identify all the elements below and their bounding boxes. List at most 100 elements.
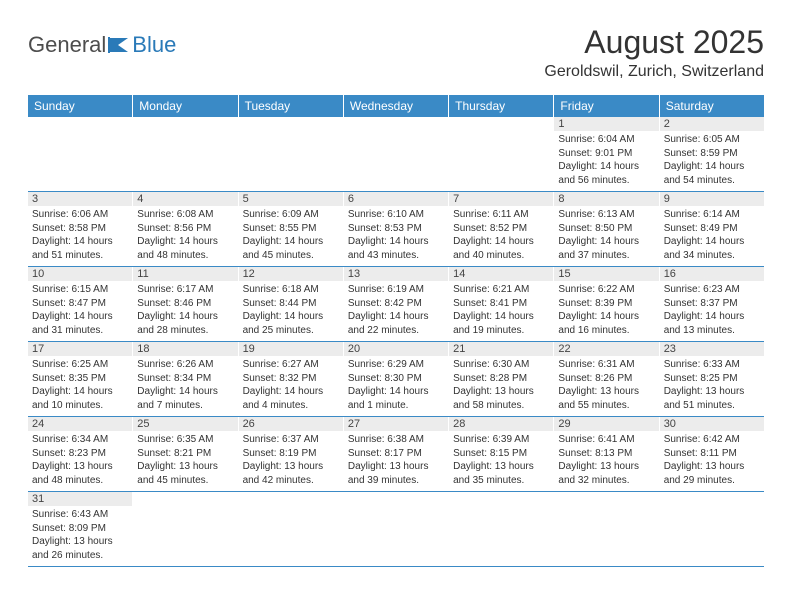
calendar-day: 23Sunrise: 6:33 AMSunset: 8:25 PMDayligh… (660, 342, 764, 416)
day-number: 31 (28, 492, 132, 506)
calendar-day: 22Sunrise: 6:31 AMSunset: 8:26 PMDayligh… (554, 342, 659, 416)
sunset-text: Sunset: 8:41 PM (453, 297, 549, 311)
day-number: 5 (239, 192, 343, 206)
day-number: 26 (239, 417, 343, 431)
sunset-text: Sunset: 8:15 PM (453, 447, 549, 461)
calendar-day: 11 Sunrise: 6:17 AMSunset: 8:46 PMDayligh… (133, 267, 238, 341)
daylight-text: Daylight: 13 hours and 42 minutes. (243, 460, 339, 487)
sunrise-text: Sunrise: 6:25 AM (32, 358, 128, 372)
location-text: Geroldswil, Zurich, Switzerland (544, 63, 764, 81)
sunrise-text: Sunrise: 6:10 AM (348, 208, 444, 222)
calendar-day: 9Sunrise: 6:14 AMSunset: 8:49 PMDaylight… (660, 192, 764, 266)
sunset-text: Sunset: 8:09 PM (32, 522, 128, 536)
daylight-text: Daylight: 14 hours and 43 minutes. (348, 235, 444, 262)
day-number: 8 (554, 192, 658, 206)
sunrise-text: Sunrise: 6:15 AM (32, 283, 128, 297)
calendar-day: 4Sunrise: 6:08 AMSunset: 8:56 PMDaylight… (133, 192, 238, 266)
daylight-text: Daylight: 14 hours and 1 minute. (348, 385, 444, 412)
sunset-text: Sunset: 8:26 PM (558, 372, 654, 386)
daylight-text: Daylight: 14 hours and 10 minutes. (32, 385, 128, 412)
calendar-day: 19Sunrise: 6:27 AMSunset: 8:32 PMDayligh… (239, 342, 344, 416)
day-number: 6 (344, 192, 448, 206)
sunrise-text: Sunrise: 6:17 AM (137, 283, 233, 297)
calendar-day: 8Sunrise: 6:13 AMSunset: 8:50 PMDaylight… (554, 192, 659, 266)
sunset-text: Sunset: 8:11 PM (664, 447, 760, 461)
daylight-text: Daylight: 14 hours and 19 minutes. (453, 310, 549, 337)
daylight-text: Daylight: 13 hours and 55 minutes. (558, 385, 654, 412)
daylight-text: Daylight: 14 hours and 51 minutes. (32, 235, 128, 262)
calendar-empty (660, 492, 764, 566)
day-number: 10 (28, 267, 132, 281)
calendar-day: 2Sunrise: 6:05 AMSunset: 8:59 PMDaylight… (660, 117, 764, 191)
sunset-text: Sunset: 8:13 PM (558, 447, 654, 461)
day-number: 9 (660, 192, 764, 206)
day-number: 16 (660, 267, 764, 281)
daylight-text: Daylight: 13 hours and 51 minutes. (664, 385, 760, 412)
calendar-day: 12Sunrise: 6:18 AMSunset: 8:44 PMDayligh… (239, 267, 344, 341)
day-number: 1 (554, 117, 658, 131)
sunset-text: Sunset: 8:52 PM (453, 222, 549, 236)
day-number: 2 (660, 117, 764, 131)
dayname-header: Wednesday (344, 95, 449, 117)
daylight-text: Daylight: 14 hours and 48 minutes. (137, 235, 233, 262)
dayname-header: Friday (554, 95, 659, 117)
day-number: 24 (28, 417, 132, 431)
calendar-empty (554, 492, 659, 566)
calendar-day: 7Sunrise: 6:11 AMSunset: 8:52 PMDaylight… (449, 192, 554, 266)
sunrise-text: Sunrise: 6:06 AM (32, 208, 128, 222)
sunset-text: Sunset: 8:23 PM (32, 447, 128, 461)
day-number: 18 (133, 342, 237, 356)
daylight-text: Daylight: 13 hours and 45 minutes. (137, 460, 233, 487)
daylight-text: Daylight: 14 hours and 34 minutes. (664, 235, 760, 262)
daylight-text: Daylight: 13 hours and 48 minutes. (32, 460, 128, 487)
daylight-text: Daylight: 14 hours and 54 minutes. (664, 160, 760, 187)
sunset-text: Sunset: 8:46 PM (137, 297, 233, 311)
daylight-text: Daylight: 14 hours and 28 minutes. (137, 310, 233, 337)
day-number: 21 (449, 342, 553, 356)
daylight-text: Daylight: 14 hours and 13 minutes. (664, 310, 760, 337)
calendar-empty (133, 492, 238, 566)
sunrise-text: Sunrise: 6:39 AM (453, 433, 549, 447)
sunset-text: Sunset: 8:32 PM (243, 372, 339, 386)
sunrise-text: Sunrise: 6:11 AM (453, 208, 549, 222)
calendar-day: 13 Sunrise: 6:19 AMSunset: 8:42 PMDayligh… (344, 267, 449, 341)
sunrise-text: Sunrise: 6:31 AM (558, 358, 654, 372)
sunset-text: Sunset: 8:55 PM (243, 222, 339, 236)
sunset-text: Sunset: 9:01 PM (558, 147, 654, 161)
day-number: 4 (133, 192, 237, 206)
day-number: 27 (344, 417, 448, 431)
calendar-day: 1Sunrise: 6:04 AMSunset: 9:01 PMDaylight… (554, 117, 659, 191)
daylight-text: Daylight: 14 hours and 31 minutes. (32, 310, 128, 337)
day-number: 11 (133, 267, 237, 281)
sunrise-text: Sunrise: 6:22 AM (558, 283, 654, 297)
daylight-text: Daylight: 14 hours and 22 minutes. (348, 310, 444, 337)
calendar-week: 31Sunrise: 6:43 AMSunset: 8:09 PMDayligh… (28, 492, 764, 567)
calendar-day: 28Sunrise: 6:39 AMSunset: 8:15 PMDayligh… (449, 417, 554, 491)
daylight-text: Daylight: 14 hours and 7 minutes. (137, 385, 233, 412)
day-number: 23 (660, 342, 764, 356)
day-number: 30 (660, 417, 764, 431)
daylight-text: Daylight: 14 hours and 45 minutes. (243, 235, 339, 262)
sunset-text: Sunset: 8:21 PM (137, 447, 233, 461)
calendar-day: 31Sunrise: 6:43 AMSunset: 8:09 PMDayligh… (28, 492, 133, 566)
sunrise-text: Sunrise: 6:19 AM (348, 283, 444, 297)
calendar-day: 3Sunrise: 6:06 AMSunset: 8:58 PMDaylight… (28, 192, 133, 266)
sunrise-text: Sunrise: 6:18 AM (243, 283, 339, 297)
day-number: 28 (449, 417, 553, 431)
dayname-header: Thursday (449, 95, 554, 117)
sunrise-text: Sunrise: 6:08 AM (137, 208, 233, 222)
sunset-text: Sunset: 8:39 PM (558, 297, 654, 311)
sunset-text: Sunset: 8:19 PM (243, 447, 339, 461)
sunset-text: Sunset: 8:34 PM (137, 372, 233, 386)
calendar-week: 1Sunrise: 6:04 AMSunset: 9:01 PMDaylight… (28, 117, 764, 192)
calendar-day: 24Sunrise: 6:34 AMSunset: 8:23 PMDayligh… (28, 417, 133, 491)
daylight-text: Daylight: 14 hours and 25 minutes. (243, 310, 339, 337)
day-number: 13 (344, 267, 448, 281)
daylight-text: Daylight: 13 hours and 26 minutes. (32, 535, 128, 562)
sunset-text: Sunset: 8:42 PM (348, 297, 444, 311)
flag-icon (108, 36, 130, 54)
day-number: 15 (554, 267, 658, 281)
daylight-text: Daylight: 14 hours and 37 minutes. (558, 235, 654, 262)
daylight-text: Daylight: 13 hours and 39 minutes. (348, 460, 444, 487)
calendar-week: 17Sunrise: 6:25 AMSunset: 8:35 PMDayligh… (28, 342, 764, 417)
